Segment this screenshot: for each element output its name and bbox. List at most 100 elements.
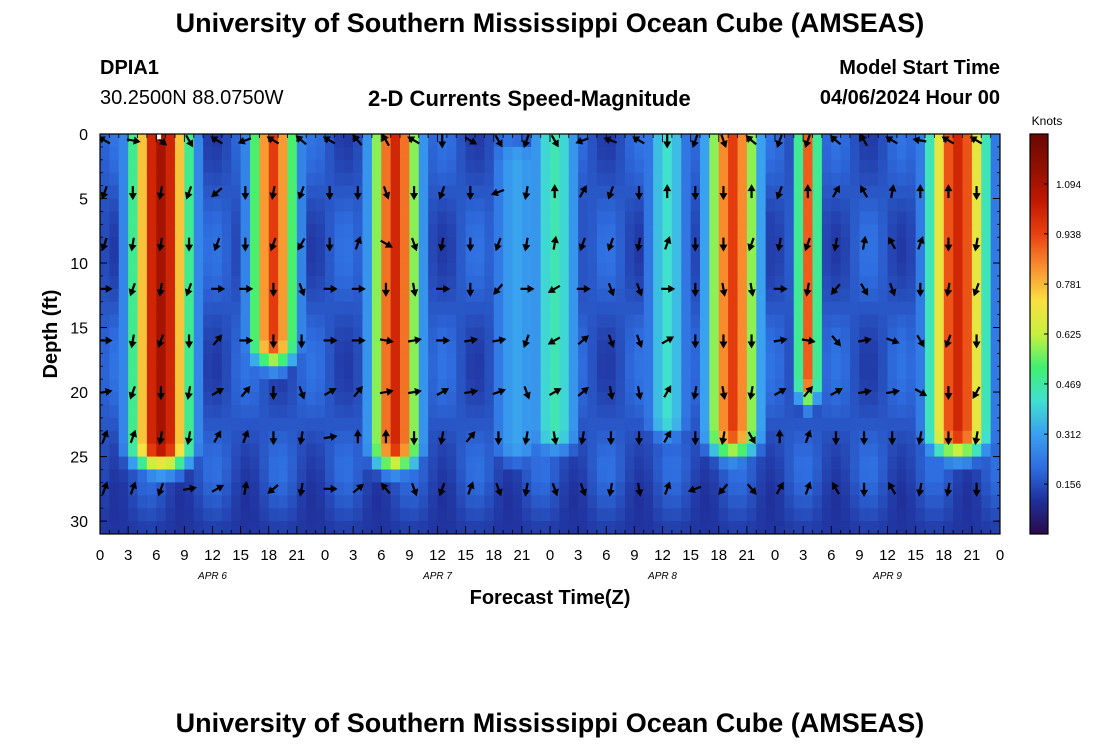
heatmap-cell [400, 237, 410, 251]
heatmap-cell [156, 250, 167, 264]
heatmap-cell [231, 353, 242, 367]
heatmap-cell [756, 159, 767, 174]
heatmap-cell [765, 314, 776, 329]
heatmap-cell [943, 469, 954, 483]
heatmap-cell [934, 314, 945, 329]
heatmap-cell [371, 495, 382, 509]
heatmap-cell [971, 314, 982, 329]
heatmap-cell [775, 521, 785, 534]
heatmap-cell [878, 185, 889, 200]
heatmap-cell [381, 417, 392, 432]
current-arrow [493, 283, 504, 295]
heatmap-cell [475, 159, 485, 174]
current-arrow [579, 482, 587, 497]
heatmap-cell [990, 482, 1000, 496]
heatmap-cell [456, 469, 467, 483]
heatmap-cell [878, 379, 889, 393]
heatmap-cell [906, 379, 917, 393]
heatmap-cell [559, 443, 570, 458]
heatmap-cell [709, 404, 720, 419]
heatmap-cell [390, 224, 401, 238]
heatmap-cell [278, 263, 289, 277]
heatmap-cell [981, 134, 992, 148]
heatmap-cell [446, 275, 457, 290]
heatmap-cell [175, 224, 185, 238]
current-direction-arrows [100, 134, 1000, 497]
heatmap-cell [662, 366, 673, 380]
heatmap-cell [400, 211, 410, 225]
heatmap-cell [278, 404, 289, 419]
heatmap-cell [784, 430, 795, 445]
heatmap-cell [175, 134, 185, 148]
heatmap-cell [353, 508, 364, 522]
heatmap-cell [315, 185, 326, 200]
heatmap-cell [484, 495, 495, 509]
heatmap-cell [325, 250, 335, 264]
current-arrow [184, 282, 193, 297]
heatmap-cell [803, 224, 814, 238]
heatmap-cell [840, 379, 851, 393]
heatmap-cell [662, 211, 673, 225]
heatmap-cell [775, 469, 785, 483]
heatmap-cell [737, 185, 748, 200]
heatmap-cell [868, 495, 879, 509]
heatmap-cell [709, 211, 720, 225]
heatmap-cell [643, 521, 654, 534]
heatmap-cell [390, 456, 401, 471]
heatmap-cell [653, 379, 664, 393]
heatmap-cell [484, 237, 495, 251]
heatmap-cell [559, 327, 570, 342]
current-arrow [831, 431, 840, 446]
heatmap-cell [662, 353, 673, 367]
heatmap-cell [325, 508, 335, 522]
heatmap-cell [362, 211, 373, 225]
heatmap-cell [446, 288, 457, 303]
heatmap-cell [606, 495, 617, 509]
heatmap-cell [381, 392, 392, 406]
current-arrow [773, 336, 788, 345]
heatmap-cell [118, 159, 129, 174]
heatmap-cell [437, 443, 448, 458]
heatmap-cell [737, 482, 748, 496]
current-arrow [100, 136, 111, 145]
heatmap-cell [765, 379, 776, 393]
heatmap-cell [690, 172, 701, 187]
heatmap-cell [259, 211, 270, 225]
heatmap-cell [175, 198, 185, 213]
heatmap-cell [353, 250, 364, 264]
heatmap-cell [559, 301, 570, 316]
heatmap-cell [850, 353, 860, 367]
heatmap-cell [250, 417, 260, 432]
heatmap-cell [728, 366, 739, 380]
heatmap-cell [671, 340, 682, 354]
heatmap-cell [615, 379, 626, 393]
heatmap-cell [990, 469, 1000, 483]
heatmap-cell [128, 495, 139, 509]
heatmap-cell [531, 521, 542, 534]
current-arrow [156, 482, 165, 497]
heatmap-cell [109, 146, 120, 161]
heatmap-cell [287, 211, 298, 225]
heatmap-cell [156, 146, 167, 161]
heatmap-cell [784, 327, 795, 342]
heatmap-cell [990, 392, 1000, 406]
heatmap-cell [240, 469, 251, 483]
heatmap-cell [175, 237, 185, 251]
heatmap-cell [962, 172, 973, 187]
current-arrow [719, 385, 728, 400]
heatmap-cell [137, 275, 148, 290]
heatmap-cell [971, 211, 982, 225]
heatmap-cell [793, 521, 804, 534]
current-arrow [241, 186, 250, 201]
heatmap-cell [484, 417, 495, 432]
heatmap-cell [193, 198, 204, 213]
heatmap-cell [878, 340, 889, 354]
heatmap-cell [784, 237, 795, 251]
heatmap-cell [428, 482, 439, 496]
heatmap-cell [662, 508, 673, 522]
heatmap-cell [765, 301, 776, 316]
heatmap-cell [840, 237, 851, 251]
heatmap-cell [250, 443, 260, 458]
heatmap-cell [128, 379, 139, 393]
heatmap-cell [418, 327, 429, 342]
